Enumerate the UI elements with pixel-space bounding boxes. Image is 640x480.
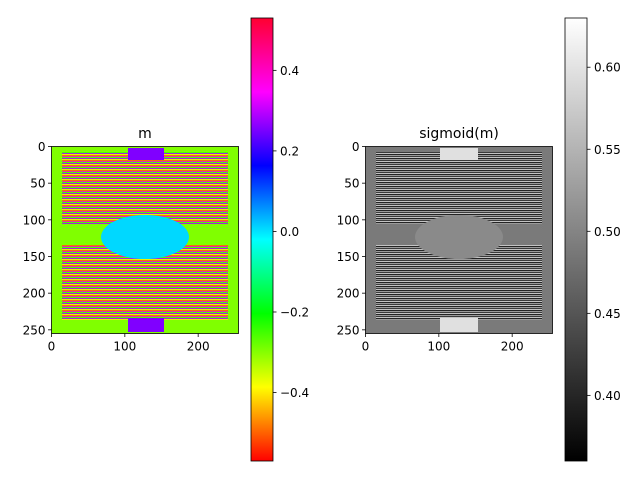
y-tick-label: 0 xyxy=(38,140,46,154)
x-tick-label: 100 xyxy=(113,340,136,354)
heatmap-sigmoid-title: sigmoid(m) xyxy=(419,126,499,142)
y-tick-label: 150 xyxy=(23,250,46,264)
y-tick-label: 100 xyxy=(337,213,360,227)
colorbar-tick-label: 0.45 xyxy=(594,307,621,321)
colorbar-m-gradient xyxy=(251,18,273,461)
heatmap-m-image xyxy=(51,146,239,334)
x-tick-label: 100 xyxy=(427,340,450,354)
colorbar-m: −0.4 −0.2 0.0 0.2 0.4 xyxy=(250,17,309,462)
colorbar-tick-label: 0.60 xyxy=(594,61,621,75)
colorbar-sigmoid-ticks: 0.40 0.45 0.50 0.55 0.60 xyxy=(587,61,621,403)
y-tick-label: 200 xyxy=(23,287,46,301)
y-tick-label: 0 xyxy=(352,140,360,154)
heatmap-m-frame xyxy=(51,146,239,334)
heatmap-m-y-ticks: 0 50 100 150 200 250 xyxy=(23,140,52,337)
heatmap-sigmoid-x-ticks: 0 100 200 xyxy=(362,333,524,354)
y-tick-label: 150 xyxy=(337,250,360,264)
heatmap-m-x-ticks: 0 100 200 xyxy=(48,333,210,354)
heatmap-sigmoid-panel: sigmoid(m) 0 100 200 0 50 100 150 200 250 xyxy=(337,126,553,354)
colorbar-tick-label: 0.0 xyxy=(280,225,299,239)
colorbar-tick-label: 0.50 xyxy=(594,225,621,239)
heatmap-m-title: m xyxy=(138,126,152,142)
colorbar-m-frame xyxy=(250,17,274,462)
x-tick-label: 0 xyxy=(48,340,56,354)
x-tick-label: 200 xyxy=(187,340,210,354)
x-tick-label: 200 xyxy=(501,340,524,354)
colorbar-m-ticks: −0.4 −0.2 0.0 0.2 0.4 xyxy=(273,64,309,400)
colorbar-sigmoid-frame xyxy=(564,17,588,462)
y-tick-label: 200 xyxy=(337,287,360,301)
colorbar-sigmoid-gradient xyxy=(565,18,587,461)
x-tick-label: 0 xyxy=(362,340,370,354)
colorbar-tick-label: 0.2 xyxy=(280,144,299,158)
heatmap-sigmoid-image xyxy=(365,146,553,334)
heatmap-sigmoid-frame xyxy=(365,146,553,334)
y-tick-label: 50 xyxy=(344,177,359,191)
y-tick-label: 250 xyxy=(23,323,46,337)
colorbar-tick-label: −0.2 xyxy=(280,305,309,319)
colorbar-tick-label: 0.55 xyxy=(594,143,621,157)
y-tick-label: 250 xyxy=(337,323,360,337)
colorbar-tick-label: −0.4 xyxy=(280,386,309,400)
colorbar-tick-label: 0.4 xyxy=(280,64,299,78)
colorbar-sigmoid: 0.40 0.45 0.50 0.55 0.60 xyxy=(564,17,621,462)
heatmap-m-panel: m 0 100 200 0 50 100 150 200 250 xyxy=(23,126,239,354)
y-tick-label: 100 xyxy=(23,213,46,227)
y-tick-label: 50 xyxy=(30,177,45,191)
heatmap-sigmoid-y-ticks: 0 50 100 150 200 250 xyxy=(337,140,366,337)
colorbar-tick-label: 0.40 xyxy=(594,389,621,403)
